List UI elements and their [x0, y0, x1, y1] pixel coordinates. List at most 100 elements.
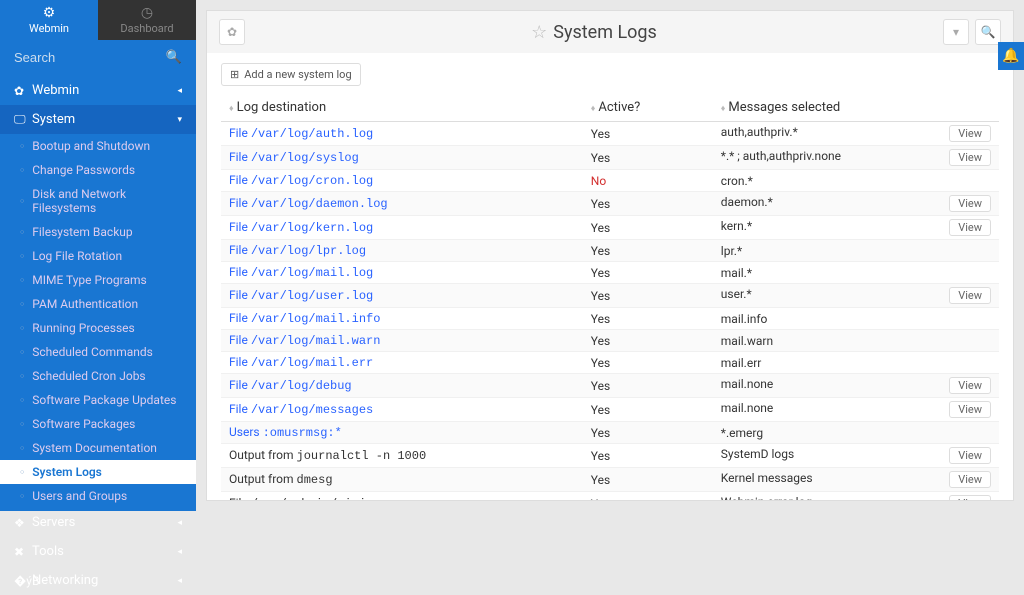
add-log-button-top[interactable]: ⊞Add a new system log — [221, 63, 361, 86]
panel-header: ✿ ☆System Logs ▾ 🔍 — [207, 11, 1013, 53]
table-row: File /var/log/syslogYes*.* ; auth,authpr… — [221, 146, 999, 170]
tab-dashboard[interactable]: ◷ Dashboard — [98, 0, 196, 40]
col-dest[interactable]: ♦Log destination — [221, 94, 583, 122]
cell-active: Yes — [583, 422, 713, 444]
sidebar-item-scheduled-commands[interactable]: Scheduled Commands — [0, 340, 196, 364]
table-row: File /var/log/messagesYesmail.noneView — [221, 398, 999, 422]
log-link[interactable]: File /var/log/mail.warn — [229, 333, 380, 347]
view-row-button[interactable]: View — [949, 471, 991, 488]
sidebar-item-users-and-groups[interactable]: Users and Groups — [0, 484, 196, 508]
view-row-button[interactable]: View — [949, 219, 991, 236]
log-link[interactable]: File /var/log/mail.log — [229, 265, 373, 279]
sidebar-item-system-logs[interactable]: System Logs — [0, 460, 196, 484]
view-row-button[interactable]: View — [949, 495, 991, 500]
table-row: File /var/log/mail.errYesmail.err — [221, 352, 999, 374]
cell-dest: File /var/log/messages — [221, 398, 583, 422]
col-label: Log destination — [237, 100, 327, 115]
log-link[interactable]: File /var/log/user.log — [229, 288, 373, 302]
chevron-left-icon: ◂ — [177, 547, 182, 557]
nav-tools[interactable]: ✖Tools◂ — [0, 537, 196, 566]
sidebar-item-mime-type-programs[interactable]: MIME Type Programs — [0, 268, 196, 292]
log-link[interactable]: File /var/log/debug — [229, 378, 352, 392]
sidebar-item-change-passwords[interactable]: Change Passwords — [0, 158, 196, 182]
table-row: File /var/log/debugYesmail.noneView — [221, 374, 999, 398]
view-row-button[interactable]: View — [949, 377, 991, 394]
table-row: Users :omusrmsg:*Yes*.emerg — [221, 422, 999, 444]
cell-dest: File /var/log/lpr.log — [221, 240, 583, 262]
notifications-button[interactable]: 🔔 — [998, 42, 1024, 70]
cell-msg: Webmin error logView — [713, 492, 999, 501]
sidebar-item-software-package-updates[interactable]: Software Package Updates — [0, 388, 196, 412]
view-row-button[interactable]: View — [949, 149, 991, 166]
funnel-icon: ▾ — [953, 25, 959, 39]
cell-msg: auth,authpriv.*View — [713, 122, 999, 146]
log-link[interactable]: File /var/log/kern.log — [229, 220, 373, 234]
log-link[interactable]: File /var/log/mail.info — [229, 311, 380, 325]
panel: ✿ ☆System Logs ▾ 🔍 ⊞Add a new system log… — [206, 10, 1014, 501]
cell-dest: File /var/log/auth.log — [221, 122, 583, 146]
sidebar-item-log-file-rotation[interactable]: Log File Rotation — [0, 244, 196, 268]
tab-webmin[interactable]: ⚙ Webmin — [0, 0, 98, 40]
chevron-left-icon: ◂ — [177, 576, 182, 586]
cell-msg: kern.*View — [713, 216, 999, 240]
log-link[interactable]: File /var/log/messages — [229, 402, 373, 416]
tools-icon: ✖ — [14, 545, 32, 559]
chevron-left-icon: ◂ — [177, 86, 182, 96]
cell-active: Yes — [583, 146, 713, 170]
log-link[interactable]: File /var/log/auth.log — [229, 126, 373, 140]
col-active[interactable]: ♦Active? — [583, 94, 713, 122]
sort-icon: ♦ — [721, 104, 726, 114]
nav-networking[interactable]: �ýBNetworking◂ — [0, 566, 196, 595]
cell-msg: mail.noneView — [713, 374, 999, 398]
view-row-button[interactable]: View — [949, 287, 991, 304]
log-link[interactable]: File /var/log/lpr.log — [229, 243, 366, 257]
cell-msg: mail.* — [713, 262, 999, 284]
table-row: File /var/log/lpr.logYeslpr.* — [221, 240, 999, 262]
table-row: File /var/log/cron.logNocron.* — [221, 170, 999, 192]
nav-label: System — [32, 112, 75, 127]
col-label: Active? — [598, 100, 640, 115]
sidebar-tabs: ⚙ Webmin ◷ Dashboard — [0, 0, 196, 40]
cell-msg: lpr.* — [713, 240, 999, 262]
log-link[interactable]: File /var/log/cron.log — [229, 173, 373, 187]
col-msg[interactable]: ♦Messages selected — [713, 94, 999, 122]
search-input[interactable] — [14, 50, 182, 65]
table-row: File /var/log/kern.logYeskern.*View — [221, 216, 999, 240]
sidebar-item-pam-authentication[interactable]: PAM Authentication — [0, 292, 196, 316]
cell-dest: File /var/webmin/miniserv.error — [221, 492, 583, 501]
sidebar-item-running-processes[interactable]: Running Processes — [0, 316, 196, 340]
view-row-button[interactable]: View — [949, 195, 991, 212]
tab-label: Webmin — [29, 22, 69, 35]
sort-icon: ♦ — [591, 104, 596, 114]
sidebar-item-filesystem-backup[interactable]: Filesystem Backup — [0, 220, 196, 244]
cell-msg: user.*View — [713, 284, 999, 308]
log-link[interactable]: Users :omusrmsg:* — [229, 425, 342, 439]
sidebar-item-bootup-and-shutdown[interactable]: Bootup and Shutdown — [0, 134, 196, 158]
nav-servers[interactable]: ❖Servers◂ — [0, 508, 196, 537]
cell-dest: Output from journalctl -n 1000 — [221, 444, 583, 468]
view-row-button[interactable]: View — [949, 125, 991, 142]
sidebar-item-software-packages[interactable]: Software Packages — [0, 412, 196, 436]
nav-system-children: Bootup and ShutdownChange PasswordsDisk … — [0, 134, 196, 508]
filter-button[interactable]: ▾ — [943, 19, 969, 45]
cell-active: Yes — [583, 308, 713, 330]
cell-msg: Kernel messagesView — [713, 468, 999, 492]
main: ✿ ☆System Logs ▾ 🔍 ⊞Add a new system log… — [196, 0, 1024, 511]
log-link[interactable]: File /var/log/syslog — [229, 150, 359, 164]
cell-active: Yes — [583, 444, 713, 468]
chevron-down-icon: ▾ — [177, 115, 182, 125]
nav-webmin[interactable]: ✿Webmin◂ — [0, 76, 196, 105]
sidebar-item-disk-and-network-filesystems[interactable]: Disk and Network Filesystems — [0, 182, 196, 220]
log-link[interactable]: File /var/log/daemon.log — [229, 196, 388, 210]
sidebar-item-scheduled-cron-jobs[interactable]: Scheduled Cron Jobs — [0, 364, 196, 388]
view-row-button[interactable]: View — [949, 401, 991, 418]
view-row-button[interactable]: View — [949, 447, 991, 464]
nav-system[interactable]: 🖵System▾ — [0, 105, 196, 134]
cell-active: Yes — [583, 468, 713, 492]
search-icon[interactable]: 🔍 — [166, 50, 182, 65]
gear-icon: ✿ — [227, 25, 237, 39]
sidebar-item-system-documentation[interactable]: System Documentation — [0, 436, 196, 460]
settings-button[interactable]: ✿ — [219, 19, 245, 45]
star-icon[interactable]: ☆ — [531, 22, 547, 43]
log-link[interactable]: File /var/log/mail.err — [229, 355, 373, 369]
